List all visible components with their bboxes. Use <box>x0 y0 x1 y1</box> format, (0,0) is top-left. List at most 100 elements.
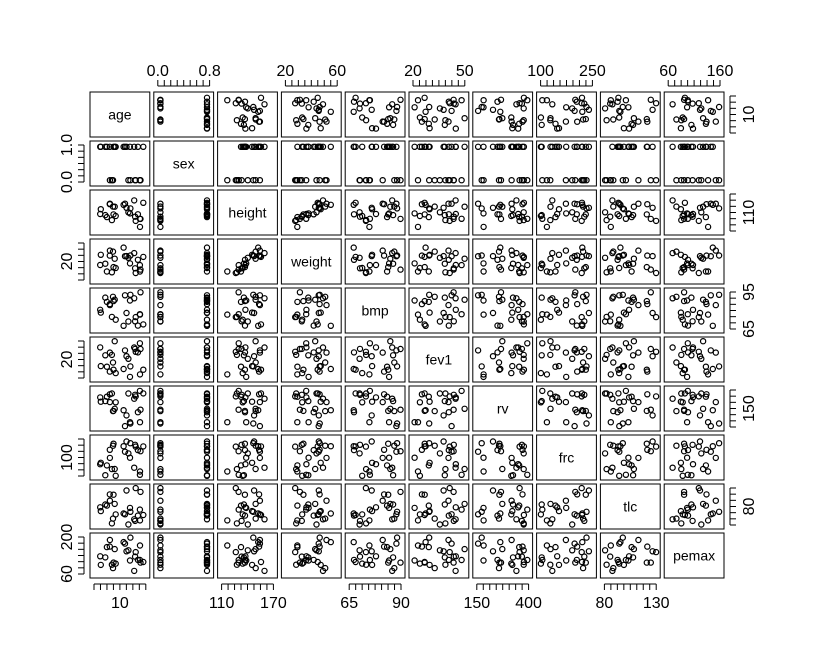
data-point <box>683 297 691 304</box>
data-point <box>319 344 327 351</box>
data-point <box>303 461 310 468</box>
data-point <box>106 446 114 453</box>
data-point <box>619 176 627 184</box>
data-point <box>111 465 118 473</box>
data-point <box>157 223 164 231</box>
data-point <box>132 484 139 492</box>
data-point <box>240 121 248 129</box>
data-point <box>252 114 259 122</box>
data-point <box>582 297 590 305</box>
panel-rv-weight <box>280 385 342 432</box>
data-point <box>314 511 321 519</box>
data-point <box>569 547 576 554</box>
data-point <box>256 540 264 547</box>
data-point <box>712 497 720 504</box>
data-point <box>458 96 465 104</box>
data-point <box>126 260 134 267</box>
panel-sex-age <box>89 140 151 187</box>
data-point <box>515 306 522 313</box>
data-point <box>257 321 265 328</box>
data-point <box>571 511 578 518</box>
data-point <box>387 203 394 210</box>
data-point <box>359 472 366 479</box>
data-point <box>362 351 370 359</box>
data-point <box>108 465 116 473</box>
panel-fev1-tlc <box>599 336 661 383</box>
data-point <box>549 395 556 402</box>
data-point <box>607 542 615 549</box>
data-point <box>474 143 482 150</box>
data-point <box>677 143 685 150</box>
data-point <box>699 114 707 122</box>
data-point <box>352 366 359 373</box>
panel-pemax-bmp <box>344 532 406 579</box>
data-point <box>431 116 438 123</box>
data-point <box>257 443 265 450</box>
data-point <box>292 548 299 556</box>
data-point <box>684 446 692 454</box>
data-point <box>461 500 468 508</box>
data-point <box>350 349 358 356</box>
data-point <box>508 369 515 377</box>
data-point <box>519 200 526 208</box>
data-point <box>614 256 621 263</box>
data-point <box>102 260 109 267</box>
data-point <box>436 176 444 184</box>
data-point <box>620 398 628 405</box>
data-point <box>607 176 615 184</box>
data-point <box>425 268 432 275</box>
data-point <box>628 143 635 150</box>
data-point <box>203 118 211 125</box>
data-point <box>121 292 129 299</box>
data-point <box>569 390 576 397</box>
data-point <box>136 261 144 269</box>
data-point <box>630 405 638 412</box>
data-point <box>323 398 330 406</box>
data-point <box>480 454 487 461</box>
data-point <box>327 201 334 208</box>
data-point <box>303 394 310 401</box>
data-point <box>426 309 433 316</box>
data-point <box>242 125 249 132</box>
data-point <box>445 322 452 329</box>
data-point <box>520 253 528 261</box>
data-point <box>356 547 363 554</box>
data-point <box>497 176 505 184</box>
data-point <box>233 313 241 321</box>
data-point <box>538 143 545 150</box>
data-point <box>296 289 304 296</box>
data-point <box>480 517 487 524</box>
data-point <box>583 508 590 515</box>
data-point <box>709 443 717 450</box>
data-point <box>112 212 119 220</box>
bottom-tick-label: 170 <box>260 595 287 612</box>
data-point <box>519 491 526 498</box>
data-point <box>497 538 504 546</box>
data-point <box>157 390 164 397</box>
data-point <box>461 114 468 122</box>
data-point <box>203 366 211 373</box>
data-point <box>680 211 688 218</box>
data-point <box>635 536 642 544</box>
data-point <box>389 472 397 479</box>
data-point <box>625 553 633 560</box>
data-point <box>480 143 487 150</box>
data-point <box>509 507 516 515</box>
data-point <box>625 297 632 304</box>
data-point <box>379 497 386 504</box>
data-point <box>255 365 262 373</box>
data-point <box>414 223 422 231</box>
data-point <box>619 291 627 298</box>
data-point <box>224 517 231 524</box>
data-point <box>601 105 609 112</box>
data-point <box>137 406 144 413</box>
data-point <box>563 104 570 111</box>
data-point <box>157 293 164 300</box>
data-point <box>391 176 398 184</box>
data-point <box>130 295 138 302</box>
data-point <box>635 349 642 356</box>
data-point <box>625 419 632 426</box>
data-point <box>241 440 249 447</box>
data-point <box>300 491 307 498</box>
panel-rv-age <box>89 385 151 432</box>
